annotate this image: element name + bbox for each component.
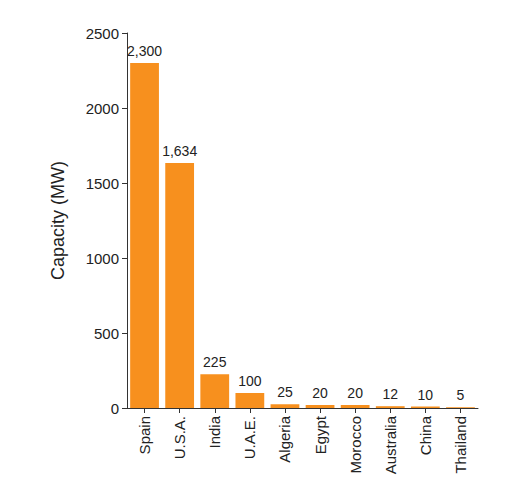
svg-text:10: 10 (418, 387, 434, 403)
svg-text:2000: 2000 (86, 100, 119, 117)
svg-text:20: 20 (347, 385, 363, 401)
svg-text:100: 100 (238, 373, 262, 389)
svg-text:Australia: Australia (382, 415, 399, 474)
svg-text:25: 25 (277, 384, 293, 400)
svg-text:India: India (206, 415, 223, 448)
svg-text:Morocco: Morocco (347, 416, 364, 474)
svg-text:1,634: 1,634 (162, 143, 197, 159)
svg-text:500: 500 (94, 325, 119, 342)
svg-text:Algeria: Algeria (276, 415, 293, 462)
svg-text:Spain: Spain (136, 416, 153, 454)
svg-text:2,300: 2,300 (127, 43, 162, 59)
svg-text:5: 5 (457, 387, 465, 403)
svg-text:China: China (417, 415, 434, 455)
svg-text:12: 12 (382, 386, 398, 402)
svg-text:2500: 2500 (86, 25, 119, 42)
svg-text:Capacity (MW): Capacity (MW) (48, 161, 68, 280)
svg-text:225: 225 (203, 354, 227, 370)
svg-text:U.A.E.: U.A.E. (241, 416, 258, 459)
svg-text:0: 0 (111, 400, 119, 417)
svg-text:1500: 1500 (86, 175, 119, 192)
svg-text:Thailand: Thailand (452, 416, 469, 474)
svg-text:20: 20 (312, 385, 328, 401)
svg-text:1000: 1000 (86, 250, 119, 267)
svg-text:Egypt: Egypt (312, 415, 329, 454)
svg-text:U.S.A.: U.S.A. (171, 416, 188, 459)
